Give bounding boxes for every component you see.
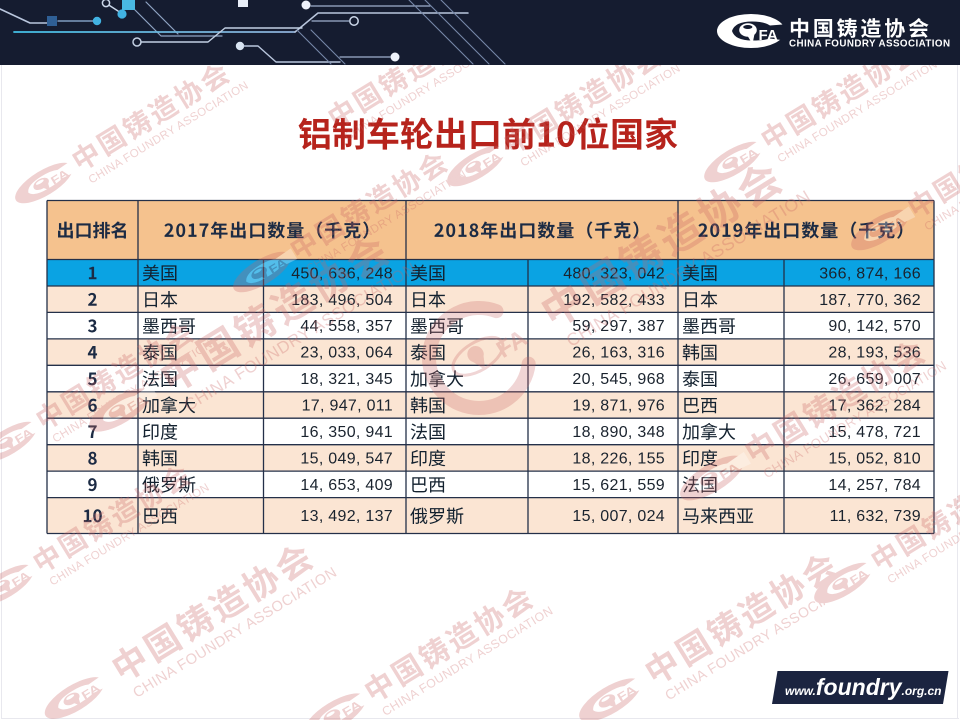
svg-text:17, 947, 011: 17, 947, 011: [302, 398, 393, 415]
svg-text:187, 770, 362: 187, 770, 362: [819, 292, 921, 309]
svg-text:23, 033, 064: 23, 033, 064: [300, 345, 393, 362]
svg-text:15, 052, 810: 15, 052, 810: [828, 451, 921, 468]
svg-text:15, 621, 559: 15, 621, 559: [572, 477, 665, 494]
svg-text:15, 049, 547: 15, 049, 547: [300, 451, 393, 468]
svg-text:18, 321, 345: 18, 321, 345: [300, 371, 393, 388]
svg-text:18, 226, 155: 18, 226, 155: [572, 451, 665, 468]
svg-text:13, 492, 137: 13, 492, 137: [300, 508, 393, 525]
svg-text:14, 257, 784: 14, 257, 784: [828, 477, 921, 494]
svg-text:15, 007, 024: 15, 007, 024: [572, 508, 665, 525]
svg-text:www.foundry.org.cn: www.foundry.org.cn: [785, 674, 942, 700]
svg-text:18, 890, 348: 18, 890, 348: [572, 424, 665, 441]
svg-text:90, 142, 570: 90, 142, 570: [828, 318, 921, 335]
svg-text:19, 871, 976: 19, 871, 976: [572, 398, 665, 415]
svg-text:26, 163, 316: 26, 163, 316: [572, 345, 665, 362]
svg-text:366, 874, 166: 366, 874, 166: [819, 265, 921, 282]
svg-text:20, 545, 968: 20, 545, 968: [572, 371, 665, 388]
svg-text:16, 350, 941: 16, 350, 941: [300, 424, 393, 441]
svg-text:CHINA FOUNDRY ASSOCIATION: CHINA FOUNDRY ASSOCIATION: [789, 38, 950, 49]
svg-text:14, 653, 409: 14, 653, 409: [300, 477, 393, 494]
svg-text:11, 632, 739: 11, 632, 739: [830, 508, 921, 525]
